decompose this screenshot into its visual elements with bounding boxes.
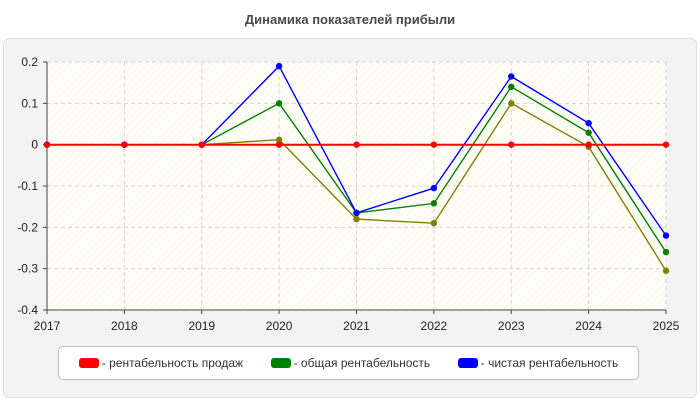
legend: - рентабельность продаж - общая рентабел… bbox=[58, 346, 639, 380]
data-point bbox=[275, 62, 283, 70]
legend-item-net-margin: - чистая рентабельность bbox=[457, 356, 619, 370]
x-tick-label: 2019 bbox=[188, 319, 215, 333]
legend-item-sales-margin: - рентабельность продаж bbox=[78, 356, 244, 370]
x-tick-label: 2024 bbox=[575, 319, 602, 333]
data-point bbox=[353, 209, 360, 217]
data-point bbox=[353, 215, 360, 223]
x-tick-label: 2021 bbox=[343, 319, 370, 333]
x-tick-label: 2020 bbox=[266, 319, 293, 333]
legend-swatch-green bbox=[270, 358, 291, 368]
y-tick-label: 0 bbox=[31, 138, 38, 152]
y-tick-label: 0.2 bbox=[21, 55, 38, 69]
data-point bbox=[508, 73, 515, 80]
data-point bbox=[662, 248, 670, 256]
data-point bbox=[430, 220, 438, 227]
data-point bbox=[275, 136, 283, 143]
legend-swatch-red bbox=[78, 358, 99, 368]
data-point bbox=[585, 141, 592, 148]
data-point bbox=[585, 119, 592, 127]
data-point bbox=[662, 267, 670, 274]
y-tick-label: -0.2 bbox=[17, 220, 38, 234]
data-point bbox=[121, 141, 128, 148]
series-lines bbox=[43, 62, 670, 274]
x-tick-label: 2023 bbox=[498, 319, 525, 333]
data-point bbox=[508, 100, 515, 107]
data-point bbox=[43, 141, 51, 148]
y-tick-label: -0.1 bbox=[17, 179, 38, 193]
data-point bbox=[662, 232, 670, 239]
legend-swatch-blue bbox=[457, 358, 478, 368]
x-tick-label: 2025 bbox=[653, 319, 680, 333]
legend-label: - общая рентабельность bbox=[293, 356, 431, 370]
data-point bbox=[353, 141, 360, 148]
y-tick-label: -0.3 bbox=[17, 262, 38, 276]
legend-item-total-margin: - общая рентабельность bbox=[270, 356, 431, 370]
data-point bbox=[430, 200, 438, 207]
data-point bbox=[198, 141, 205, 148]
legend-label: - рентабельность продаж bbox=[101, 356, 244, 370]
data-point bbox=[275, 100, 283, 107]
data-point bbox=[585, 129, 592, 136]
y-tick-label: 0.1 bbox=[21, 96, 38, 110]
y-tick-label: -0.4 bbox=[17, 303, 38, 317]
data-point bbox=[275, 141, 283, 148]
data-point bbox=[430, 184, 438, 192]
data-point bbox=[430, 141, 438, 148]
chart-title: Динамика показателей прибыли bbox=[244, 12, 456, 27]
data-point bbox=[508, 83, 515, 91]
x-tick-label: 2022 bbox=[421, 319, 448, 333]
axes bbox=[43, 61, 667, 314]
legend-label: - чистая рентабельность bbox=[480, 356, 619, 370]
x-tick-label: 2017 bbox=[34, 319, 61, 333]
x-tick-label: 2018 bbox=[111, 319, 138, 333]
data-point bbox=[662, 141, 670, 148]
data-point bbox=[508, 141, 515, 148]
tick-labels: 0.2 0.1 0 -0.1 -0.2 -0.3 -0.4 2017 2018 2019 2020 2… bbox=[17, 55, 679, 333]
